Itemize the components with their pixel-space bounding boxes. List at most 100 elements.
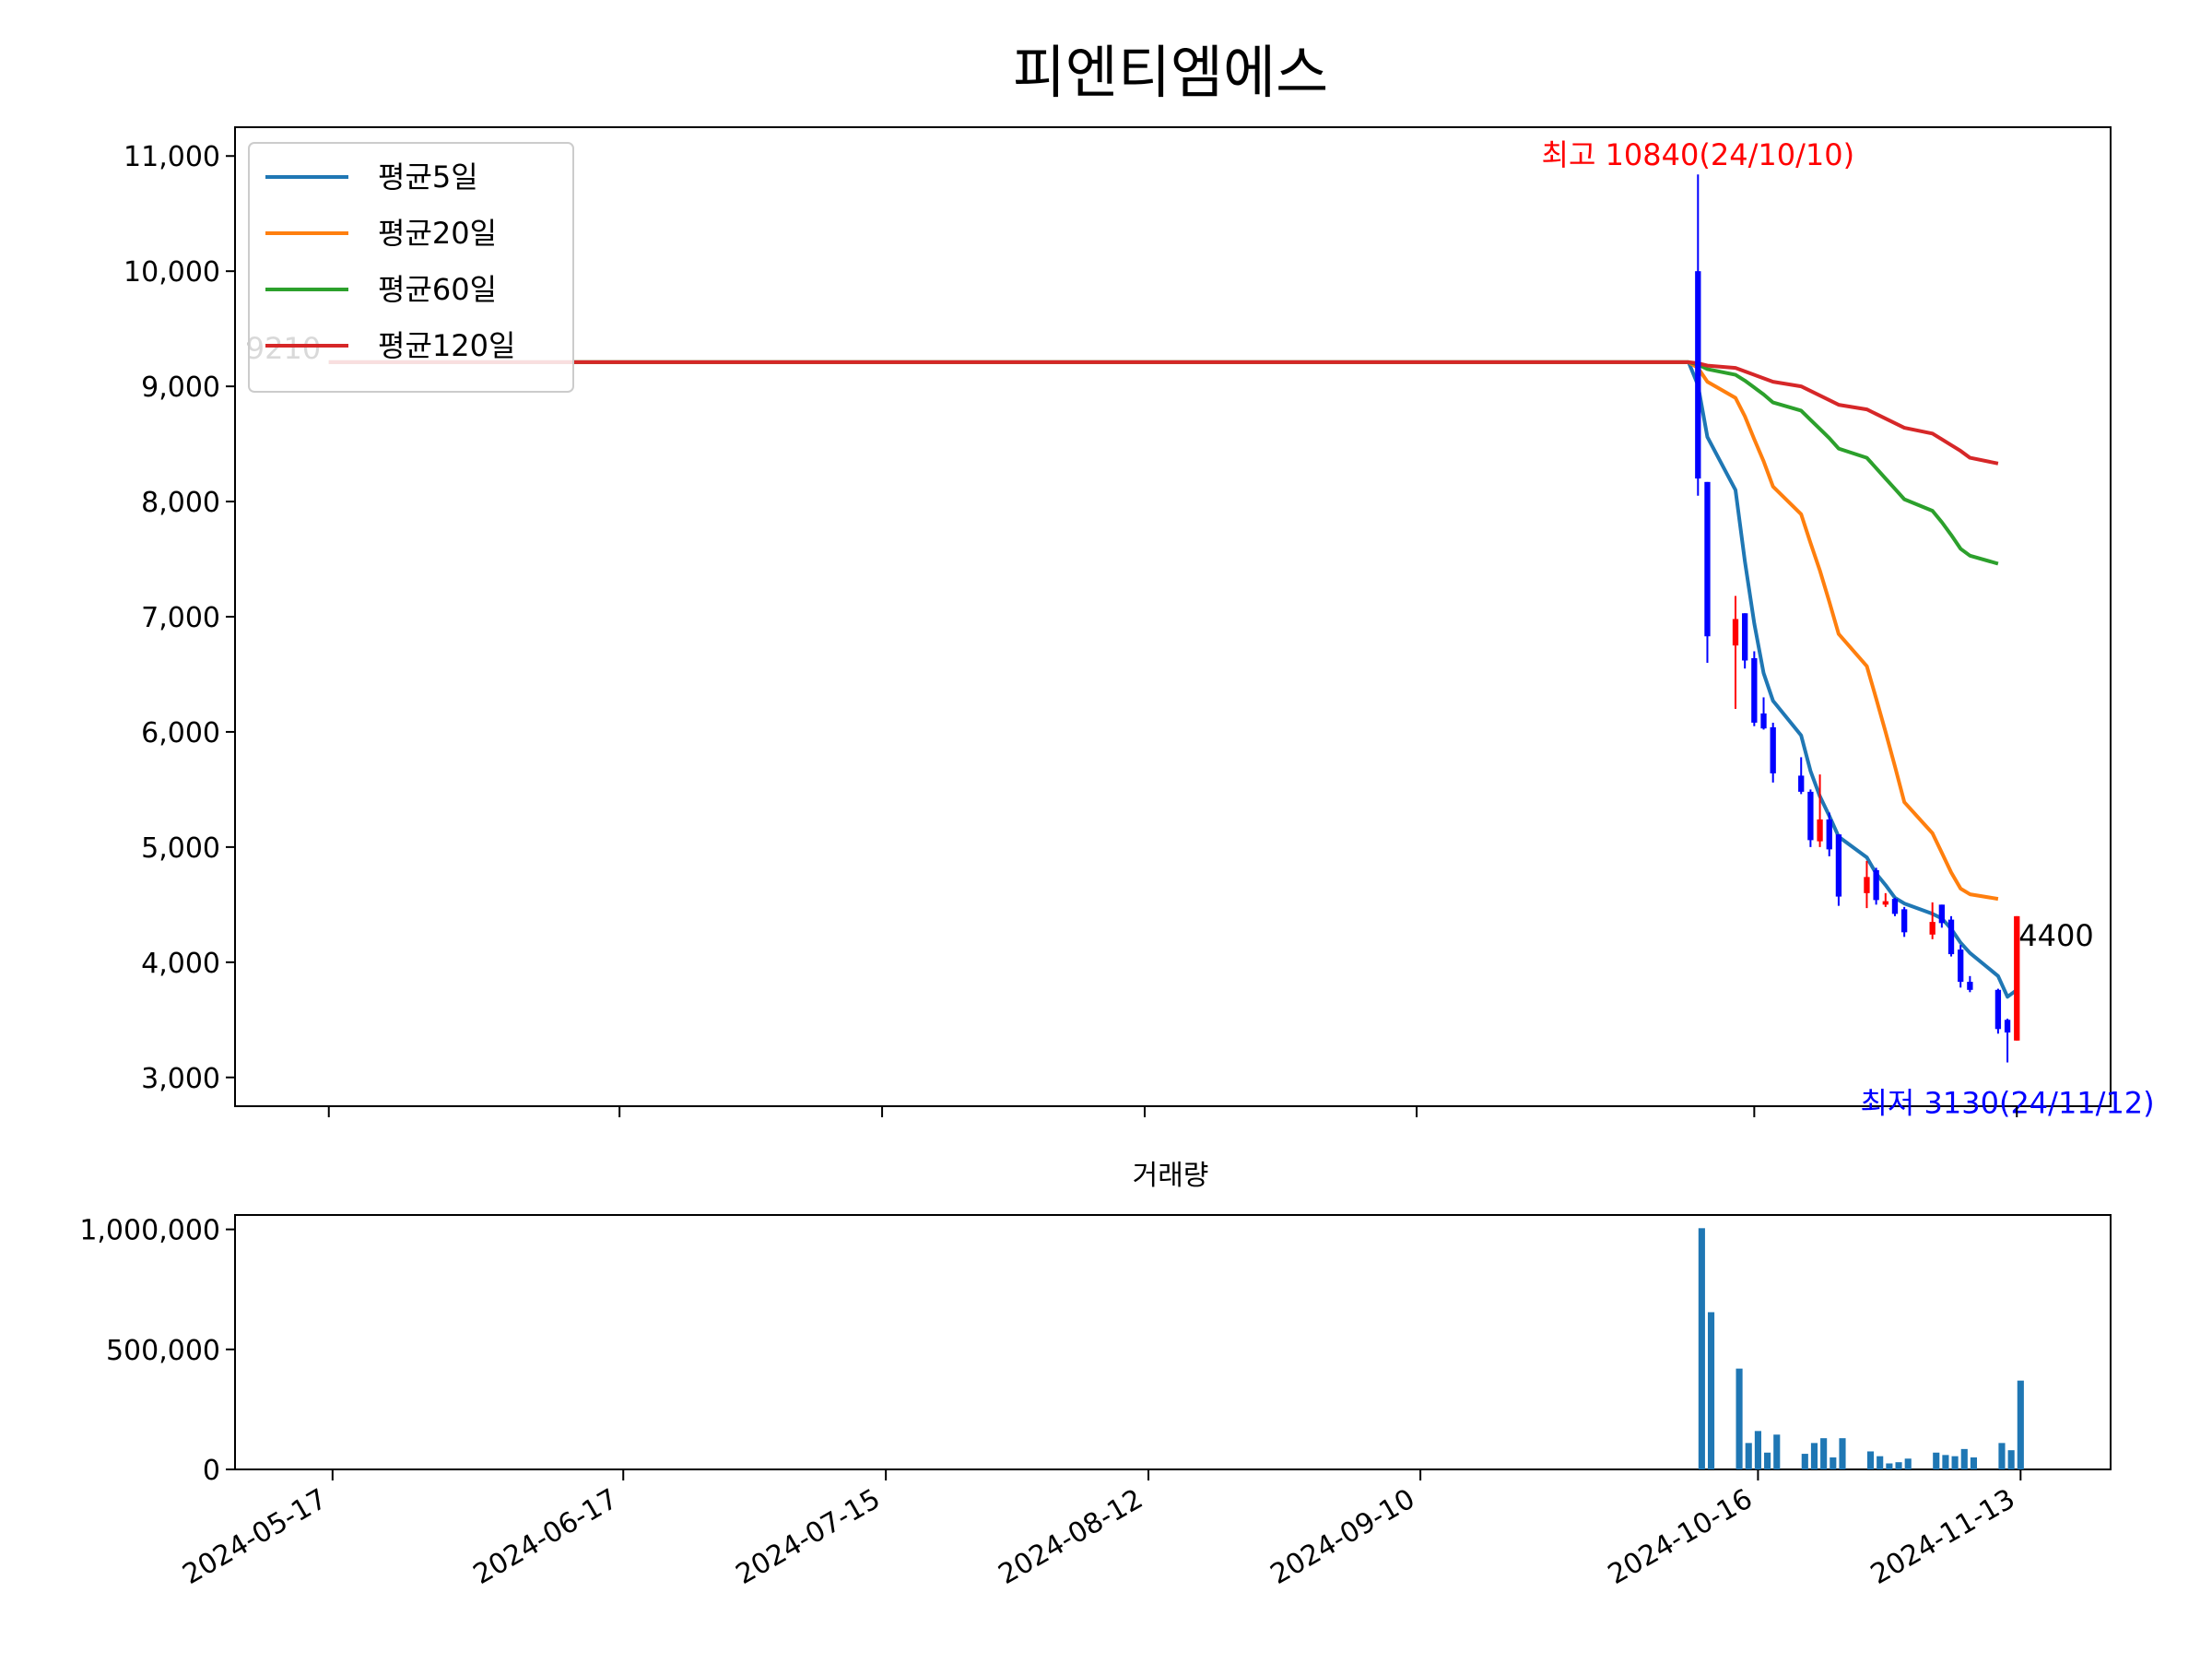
volume-bar [1960,1448,1968,1469]
price-ytick-label: 6,000 [141,717,220,749]
candle-body [1929,922,1936,935]
volume-bar [1895,1462,1902,1469]
volume-bar [1810,1443,1818,1469]
candle [1947,915,1955,957]
legend-label: 평균60일 [378,272,497,307]
volume-bar [1951,1456,1959,1469]
volume-bar [1839,1438,1846,1469]
candle-body [1798,775,1805,792]
volume-bar [1801,1454,1808,1469]
volume-bar [1904,1458,1912,1469]
candle-body [1760,713,1767,729]
volume-bar [1942,1455,1949,1469]
volume-bar [2017,1380,2024,1469]
volume-bar [1820,1438,1828,1469]
price-ytick-label: 8,000 [141,487,220,519]
candle [1695,174,1701,496]
ma-line [328,360,1999,466]
price-ytick-label: 4,000 [141,948,220,980]
candle [1742,613,1748,669]
candle-body [1938,904,1946,924]
price-ytick-label: 5,000 [141,832,220,865]
volume-bar [1830,1457,1837,1469]
candle-body [1704,481,1711,637]
candle-body [1967,982,1973,990]
candle [1929,902,1936,939]
ma-line [328,360,1999,566]
ma-line [328,360,1999,902]
candle [1891,897,1899,916]
candle-body [1751,657,1758,723]
candle-body [1807,791,1814,841]
candle-body [1882,901,1888,905]
xtick-label: 2024-08-12 [994,1483,1148,1591]
candle-body [1770,726,1776,773]
candle-body [2004,1020,2011,1033]
candle [1817,774,1823,847]
volume-panel: 거래량 0 500,000 1,000,000 [79,1160,2112,1487]
price-ytick-label: 7,000 [141,602,220,634]
candle-body [1835,834,1842,897]
volume-ytick-label: 500,000 [106,1335,220,1367]
volume-ytick-label: 1,000,000 [79,1215,220,1247]
candle [1967,975,1973,993]
volume-bar [1933,1452,1940,1469]
volume-bar [1698,1228,1705,1469]
candle-body [1958,949,1964,983]
price-ytick-label: 3,000 [141,1063,220,1095]
candle [1798,757,1805,795]
candle [1938,904,1946,928]
candle-body [1742,613,1748,661]
low-annotation: 최저 3130(24/11/12) [1860,1086,2154,1121]
volume-bar [1998,1443,2006,1469]
candle [1900,906,1908,938]
volume-bar [1970,1457,1978,1469]
candle-body [1994,989,2002,1030]
xtick-label: 2024-06-17 [468,1483,623,1591]
last-price-label: 4400 [2018,918,2093,953]
volume-ytick-label: 0 [203,1455,220,1487]
price-panel: 3,000 4,000 5,000 6,000 7,000 8,000 9,000 10,00… [124,126,2155,1121]
price-ytick-label: 10,000 [124,256,220,289]
xtick-label: 2024-10-16 [1603,1483,1758,1591]
candle-body [1864,877,1870,893]
chart-title: 피엔티엠에스 [1013,39,1328,106]
volume-bar [1877,1456,1884,1469]
candle [1873,867,1879,905]
legend-label: 평균20일 [378,216,497,251]
volume-bar [1886,1463,1893,1469]
volume-bar [1745,1443,1752,1469]
price-ytick-label: 9,000 [141,372,220,404]
volume-panel-title: 거래량 [1133,1160,1209,1192]
volume-bar [1866,1451,1875,1469]
legend-frame [248,142,574,393]
candle [1732,596,1739,709]
high-annotation: 최고 10840(24/10/10) [1542,137,1855,172]
candle [1807,789,1814,847]
candle [2004,1019,2011,1063]
candle-body [1695,271,1701,479]
candle-body [1891,899,1899,914]
candle [1826,812,1832,856]
volume-bar [1707,1312,1715,1469]
candle [2014,915,2020,1041]
candle [1882,892,1888,907]
xtick-label: 2024-11-13 [1865,1483,2020,1591]
candle [1704,481,1711,663]
volume-bar [1754,1431,1761,1469]
xtick-label: 2024-07-15 [731,1483,886,1591]
candle [1994,988,2002,1034]
volume-bar [1764,1452,1771,1469]
candle [1760,697,1767,730]
candle [1770,722,1776,783]
candle-body [2014,915,2020,1041]
candle-body [1826,819,1832,850]
volume-plot-frame [234,1214,2112,1470]
candle [1751,651,1758,726]
candle-body [1732,619,1739,646]
legend-label: 평균5일 [378,159,478,195]
x-axis: 2024-05-17 2024-06-17 2024-07-15 2024-08-12… [177,1469,2022,1591]
